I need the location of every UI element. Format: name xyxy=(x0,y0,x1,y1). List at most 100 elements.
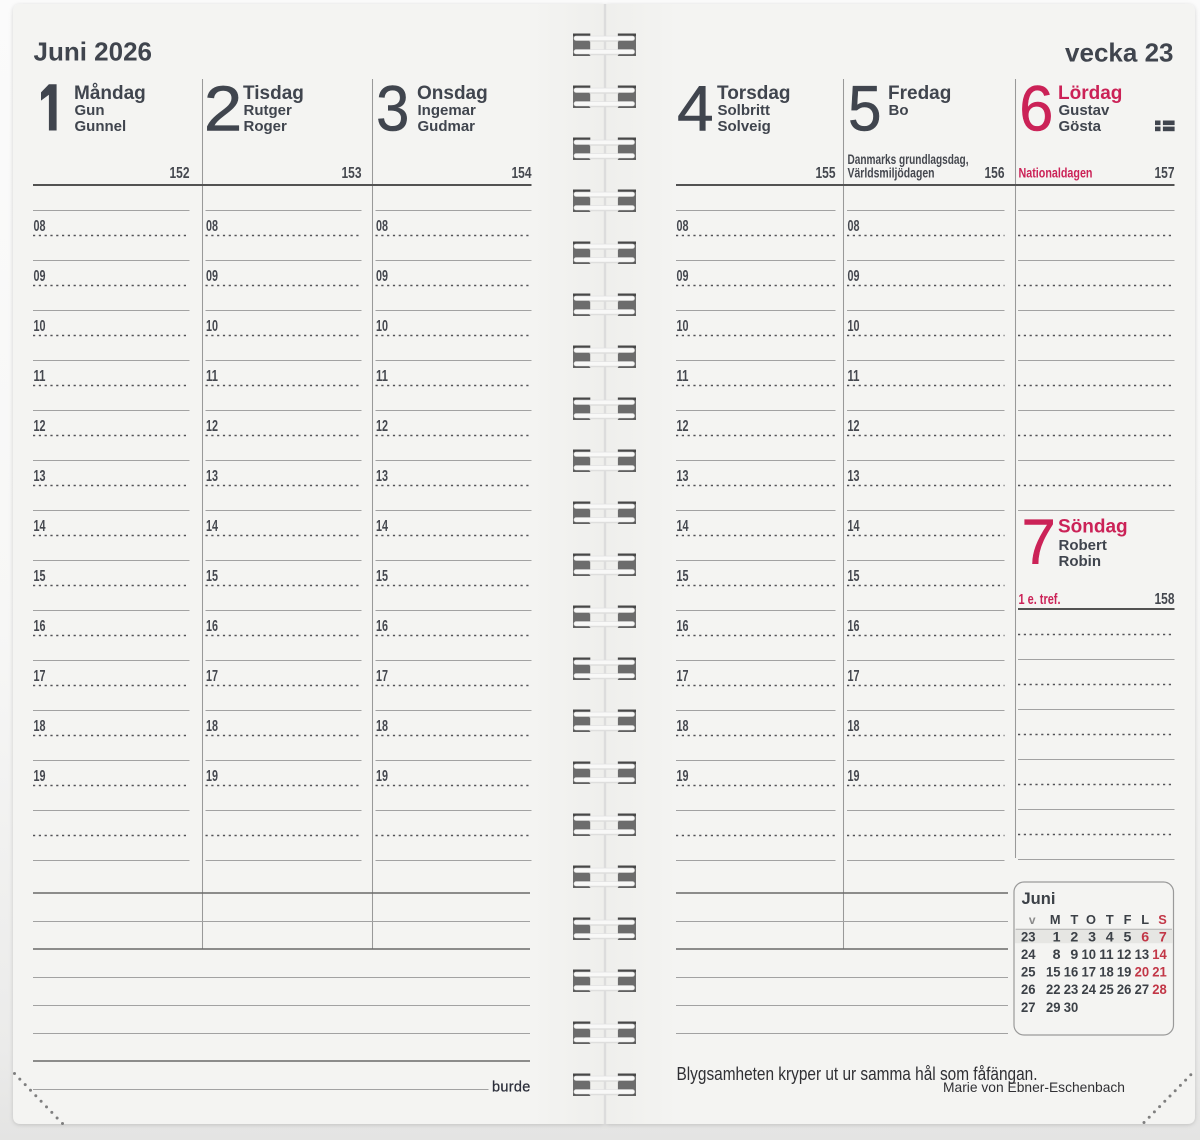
svg-text:1 e. tref.: 1 e. tref. xyxy=(1019,592,1061,608)
svg-text:19: 19 xyxy=(34,768,46,785)
svg-text:Juni: Juni xyxy=(1022,890,1056,908)
svg-text:156: 156 xyxy=(985,165,1005,182)
svg-text:Blygsamheten kryper ut ur samm: Blygsamheten kryper ut ur samma hål som … xyxy=(677,1064,1038,1084)
svg-text:18: 18 xyxy=(34,718,46,735)
svg-text:10: 10 xyxy=(848,318,860,335)
svg-text:11: 11 xyxy=(848,368,860,385)
svg-text:13: 13 xyxy=(206,468,218,485)
svg-text:13: 13 xyxy=(848,468,860,485)
svg-text:155: 155 xyxy=(816,165,836,182)
svg-text:10: 10 xyxy=(1082,947,1097,963)
svg-text:10: 10 xyxy=(34,318,46,335)
svg-text:17: 17 xyxy=(1082,965,1097,981)
svg-text:Solveig: Solveig xyxy=(718,118,771,135)
svg-text:09: 09 xyxy=(34,268,46,285)
svg-text:22: 22 xyxy=(1046,982,1061,998)
svg-text:09: 09 xyxy=(677,268,689,285)
svg-text:4: 4 xyxy=(1106,929,1114,945)
svg-text:157: 157 xyxy=(1155,165,1175,182)
svg-text:14: 14 xyxy=(34,518,46,535)
svg-text:23: 23 xyxy=(1064,982,1079,998)
svg-text:burde: burde xyxy=(492,1080,531,1096)
svg-text:18: 18 xyxy=(677,718,689,735)
svg-text:6: 6 xyxy=(1141,929,1149,945)
svg-text:24: 24 xyxy=(1021,947,1036,963)
svg-text:17: 17 xyxy=(206,668,218,685)
svg-text:14: 14 xyxy=(848,518,860,535)
svg-text:Onsdag: Onsdag xyxy=(417,83,488,104)
svg-text:Lördag: Lördag xyxy=(1058,83,1122,104)
svg-text:13: 13 xyxy=(1135,947,1150,963)
svg-text:08: 08 xyxy=(376,218,388,235)
svg-text:Rutger: Rutger xyxy=(244,102,292,119)
svg-text:15: 15 xyxy=(1046,965,1061,981)
svg-text:14: 14 xyxy=(376,518,388,535)
svg-text:Söndag: Söndag xyxy=(1058,517,1128,538)
svg-text:11: 11 xyxy=(1099,947,1114,963)
svg-text:Världsmiljödagen: Världsmiljödagen xyxy=(848,166,935,181)
svg-text:11: 11 xyxy=(34,368,46,385)
svg-text:17: 17 xyxy=(677,668,689,685)
svg-text:152: 152 xyxy=(170,165,190,182)
svg-text:26: 26 xyxy=(1021,982,1036,998)
svg-text:18: 18 xyxy=(206,718,218,735)
svg-text:11: 11 xyxy=(677,368,689,385)
svg-text:16: 16 xyxy=(677,618,689,635)
svg-text:12: 12 xyxy=(677,418,689,435)
svg-text:Danmarks grundlagsdag,: Danmarks grundlagsdag, xyxy=(848,152,969,167)
svg-text:Tisdag: Tisdag xyxy=(243,83,304,104)
svg-text:15: 15 xyxy=(376,568,388,585)
svg-text:Gustav: Gustav xyxy=(1059,102,1111,119)
svg-text:16: 16 xyxy=(1064,965,1079,981)
svg-text:Gun: Gun xyxy=(75,102,105,119)
svg-text:Fredag: Fredag xyxy=(888,83,951,104)
svg-text:12: 12 xyxy=(34,418,46,435)
svg-text:7: 7 xyxy=(1159,929,1167,945)
svg-text:08: 08 xyxy=(34,218,46,235)
svg-text:Bo: Bo xyxy=(889,102,909,119)
svg-text:1: 1 xyxy=(1053,929,1061,945)
svg-text:Gunnel: Gunnel xyxy=(75,118,127,135)
svg-text:T: T xyxy=(1106,912,1114,927)
svg-text:S: S xyxy=(1158,912,1167,927)
svg-text:18: 18 xyxy=(848,718,860,735)
svg-text:F: F xyxy=(1124,912,1132,927)
svg-text:09: 09 xyxy=(206,268,218,285)
svg-text:Robert: Robert xyxy=(1059,537,1107,554)
svg-text:Roger: Roger xyxy=(244,118,288,135)
svg-text:19: 19 xyxy=(848,768,860,785)
svg-text:21: 21 xyxy=(1152,965,1167,981)
svg-text:2: 2 xyxy=(204,73,242,145)
svg-text:Gösta: Gösta xyxy=(1059,118,1102,135)
svg-text:153: 153 xyxy=(342,165,362,182)
svg-text:29: 29 xyxy=(1046,1000,1061,1016)
svg-text:13: 13 xyxy=(677,468,689,485)
svg-text:08: 08 xyxy=(206,218,218,235)
svg-text:09: 09 xyxy=(376,268,388,285)
svg-text:O: O xyxy=(1086,912,1096,927)
svg-text:Nationaldagen: Nationaldagen xyxy=(1019,166,1093,181)
svg-text:13: 13 xyxy=(34,468,46,485)
svg-text:16: 16 xyxy=(206,618,218,635)
svg-text:14: 14 xyxy=(206,518,218,535)
svg-text:12: 12 xyxy=(1117,947,1132,963)
svg-text:10: 10 xyxy=(376,318,388,335)
svg-text:4: 4 xyxy=(677,73,714,145)
svg-text:17: 17 xyxy=(848,668,860,685)
svg-text:18: 18 xyxy=(376,718,388,735)
svg-text:09: 09 xyxy=(848,268,860,285)
svg-text:Torsdag: Torsdag xyxy=(717,83,791,104)
svg-text:2: 2 xyxy=(1070,929,1078,945)
svg-text:Måndag: Måndag xyxy=(74,83,146,104)
svg-text:9: 9 xyxy=(1070,947,1078,963)
svg-text:30: 30 xyxy=(1064,1000,1079,1016)
svg-text:L: L xyxy=(1141,912,1149,927)
svg-text:17: 17 xyxy=(34,668,46,685)
svg-text:16: 16 xyxy=(376,618,388,635)
svg-text:v: v xyxy=(1029,913,1036,927)
svg-text:3: 3 xyxy=(376,73,409,145)
svg-text:5: 5 xyxy=(1124,929,1132,945)
svg-text:19: 19 xyxy=(206,768,218,785)
svg-text:3: 3 xyxy=(1088,929,1096,945)
svg-text:11: 11 xyxy=(376,368,388,385)
